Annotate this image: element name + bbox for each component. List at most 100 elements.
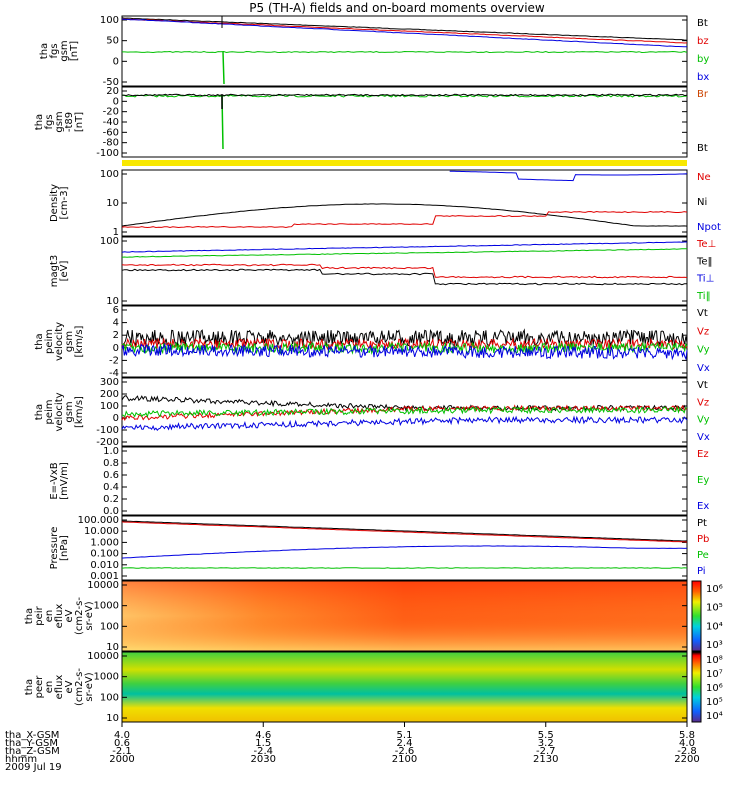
y-tick-label: 0.100 bbox=[90, 549, 119, 560]
y-tick-label: 0.2 bbox=[103, 494, 119, 505]
y-tick-label: 0.4 bbox=[103, 482, 119, 493]
time-axis-value: 2000 bbox=[109, 754, 134, 765]
y-tick-label: 0 bbox=[113, 343, 119, 354]
trace-Bt-res bbox=[122, 94, 687, 95]
colorbar-tick-label: 10³ bbox=[706, 640, 723, 651]
legend-entry: Bt bbox=[697, 143, 708, 154]
trace-Pt bbox=[122, 521, 687, 541]
y-axis-label: [nT] bbox=[69, 41, 80, 61]
colorbar-tick-label: 10⁵ bbox=[706, 603, 723, 614]
y-axis-label: [km/s] bbox=[74, 325, 85, 357]
legend-entry: bx bbox=[697, 72, 709, 83]
trace-Pi bbox=[122, 546, 687, 558]
y-tick-label: 10 bbox=[106, 198, 119, 209]
y-tick-label: 100 bbox=[100, 15, 119, 26]
colorbar-tick-label: 10⁵ bbox=[706, 697, 723, 708]
legend-entry: Vy bbox=[697, 415, 710, 426]
legend-entry: Pe bbox=[697, 550, 709, 561]
time-axis-value: 2100 bbox=[392, 754, 417, 765]
orbit-mode-bar bbox=[122, 160, 687, 166]
y-tick-label: 10 bbox=[106, 713, 119, 724]
y-axis-label: [km/s] bbox=[74, 396, 85, 428]
legend-entry: Pb bbox=[697, 534, 709, 545]
legend-entry: bz bbox=[697, 36, 709, 47]
y-tick-label: 100 bbox=[100, 621, 119, 632]
trace-Npot bbox=[450, 171, 687, 180]
panel-frame bbox=[122, 447, 687, 515]
panel-frame bbox=[122, 87, 687, 157]
y-tick-label: 1000 bbox=[94, 601, 119, 612]
y-tick-label: 2 bbox=[113, 330, 119, 341]
trace-Ti-par bbox=[122, 249, 687, 258]
y-tick-label: 10000 bbox=[87, 580, 119, 591]
y-tick-label: 100 bbox=[100, 401, 119, 412]
legend-entry: Bt bbox=[697, 18, 708, 29]
y-axis-label: [nT] bbox=[74, 112, 85, 132]
trace-Pb bbox=[122, 522, 687, 542]
legend-entry: Ni bbox=[697, 197, 707, 208]
legend-entry: Vt bbox=[697, 380, 708, 391]
time-axis-row-label: 2009 Jul 19 bbox=[5, 762, 62, 773]
legend-entry: Vy bbox=[697, 345, 710, 356]
y-tick-label: 300 bbox=[100, 377, 119, 388]
y-tick-label: 0.6 bbox=[103, 470, 119, 481]
trace-Te-par bbox=[122, 269, 687, 284]
panel-p8: 100.00010.0001.0000.1000.0100.001Pressur… bbox=[49, 515, 709, 582]
legend-entry: Vz bbox=[697, 397, 709, 408]
y-axis-label: [cm-3] bbox=[59, 186, 70, 219]
y-tick-label: 0.010 bbox=[90, 560, 119, 571]
colorbar bbox=[692, 581, 701, 651]
y-tick-label: 0.8 bbox=[103, 458, 119, 469]
y-tick-label: 1.000 bbox=[90, 537, 119, 548]
y-axis-label: sr-eV) bbox=[84, 672, 95, 701]
ion-spectrogram-overlay bbox=[122, 581, 687, 651]
y-tick-label: 10000 bbox=[87, 651, 119, 662]
legend-entry: Br bbox=[697, 89, 709, 100]
legend-entry: by bbox=[697, 54, 709, 65]
y-tick-label: 10.000 bbox=[84, 526, 119, 537]
legend-entry: Ti⊥ bbox=[696, 274, 714, 285]
y-tick-label: 0 bbox=[113, 413, 119, 424]
trace-Ne bbox=[122, 212, 687, 228]
y-tick-label: 1000 bbox=[94, 672, 119, 683]
panel-frame bbox=[122, 516, 687, 580]
legend-entry: Ey bbox=[697, 475, 709, 486]
y-tick-label: 100 bbox=[100, 169, 119, 180]
time-axis-value: 2030 bbox=[251, 754, 276, 765]
trace-Ni bbox=[122, 204, 687, 226]
y-tick-label: 100 bbox=[100, 692, 119, 703]
trace-Vt-2 bbox=[122, 396, 687, 411]
colorbar bbox=[692, 652, 701, 722]
y-axis-label: [eV] bbox=[59, 261, 70, 282]
colorbar-tick-label: 10⁸ bbox=[706, 655, 723, 666]
y-tick-label: 50 bbox=[106, 36, 119, 47]
time-axis-value: 2200 bbox=[674, 754, 699, 765]
y-tick-label: -100 bbox=[96, 148, 119, 159]
trace-bx bbox=[122, 19, 687, 47]
legend-entry: Pt bbox=[697, 518, 707, 529]
legend-entry: Te‖ bbox=[696, 256, 713, 267]
trace-Bt bbox=[122, 18, 687, 40]
legend-entry: Vx bbox=[697, 363, 710, 374]
y-axis-label: [nPa] bbox=[59, 535, 70, 561]
y-tick-label: 6 bbox=[113, 305, 119, 316]
trace-Vx-2 bbox=[122, 417, 687, 430]
legend-entry: Ne bbox=[697, 172, 711, 183]
legend-entry: Ez bbox=[697, 449, 709, 460]
electron-spectrogram bbox=[122, 652, 687, 722]
legend-entry: Pi bbox=[697, 566, 706, 577]
legend-entry: Vx bbox=[697, 432, 710, 443]
legend-entry: Vz bbox=[697, 326, 709, 337]
colorbar-tick-label: 10⁴ bbox=[706, 711, 723, 722]
colorbar-tick-label: 10⁴ bbox=[706, 621, 723, 632]
legend-entry: Ex bbox=[697, 501, 709, 512]
